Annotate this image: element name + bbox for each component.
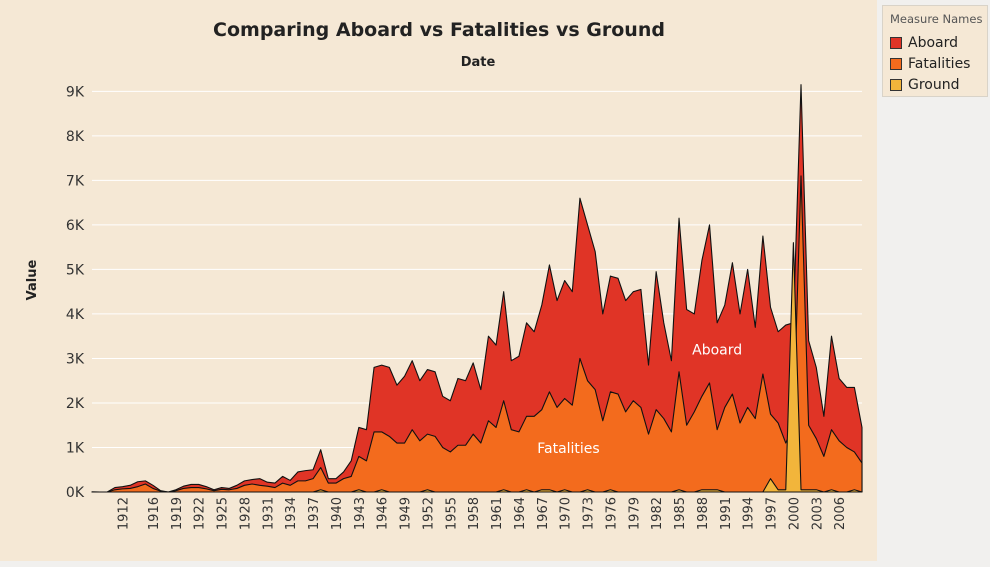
x-tick-label: 1940 xyxy=(330,497,345,530)
x-tick-label: 1952 xyxy=(421,497,436,530)
x-tick-label: 2000 xyxy=(787,497,802,530)
x-tick-label: 1955 xyxy=(444,497,459,530)
y-axis-ticks: 0K 1K 2K 3K 4K 5K 6K 7K 8K 9K xyxy=(66,84,85,501)
x-axis-title: Date xyxy=(461,55,496,70)
x-axis-ticks: 1912 1916 1919 1922 1925 1928 1931 1934 1937 1940… xyxy=(117,497,849,530)
y-tick-label: 6K xyxy=(66,218,85,234)
area-chart: Comparing Aboard vs Fatalities vs Ground… xyxy=(25,19,863,530)
x-tick-label: 1994 xyxy=(742,497,757,530)
x-tick-label: 1937 xyxy=(307,497,322,530)
x-tick-label: 1928 xyxy=(239,497,254,530)
x-tick-label: 2003 xyxy=(810,497,825,530)
legend-item-aboard[interactable]: Aboard xyxy=(883,32,987,53)
x-tick-label: 1997 xyxy=(765,497,780,530)
y-tick-label: 4K xyxy=(66,307,85,323)
y-tick-label: 0K xyxy=(66,485,85,501)
y-tick-label: 9K xyxy=(66,84,85,100)
x-tick-label: 2006 xyxy=(833,497,848,530)
y-tick-label: 8K xyxy=(66,129,85,145)
x-tick-label: 1976 xyxy=(604,497,619,530)
x-tick-label: 1982 xyxy=(650,497,665,530)
x-tick-label: 1958 xyxy=(467,497,482,530)
legend-item-fatalities[interactable]: Fatalities xyxy=(883,53,987,74)
x-tick-label: 1912 xyxy=(117,497,132,530)
y-tick-label: 5K xyxy=(66,262,85,278)
x-tick-label: 1925 xyxy=(216,497,231,530)
legend-swatch xyxy=(890,36,902,49)
area-ground[interactable] xyxy=(91,242,863,493)
legend-swatch xyxy=(890,78,902,91)
x-tick-label: 1931 xyxy=(261,497,276,530)
x-tick-label: 1970 xyxy=(559,497,574,530)
x-tick-label: 1934 xyxy=(284,497,299,530)
area-label: Aboard xyxy=(692,342,742,358)
y-tick-label: 7K xyxy=(66,173,85,189)
x-tick-label: 1949 xyxy=(399,497,414,530)
legend-swatch xyxy=(890,57,902,70)
chart-panel: Comparing Aboard vs Fatalities vs Ground… xyxy=(0,0,877,561)
legend-label: Fatalities xyxy=(908,55,971,72)
area-labels: Aboard Fatalities xyxy=(537,342,742,456)
legend-label: Aboard xyxy=(908,34,959,51)
x-tick-label: 1961 xyxy=(490,497,505,530)
x-tick-label: 1943 xyxy=(353,497,368,530)
y-axis-title: Value xyxy=(25,259,40,300)
x-tick-label: 1985 xyxy=(673,497,688,530)
legend-title: Measure Names xyxy=(890,12,983,26)
x-tick-label: 1919 xyxy=(170,497,185,530)
y-tick-label: 3K xyxy=(66,351,85,367)
x-tick-label: 1964 xyxy=(513,497,528,530)
x-tick-label: 1922 xyxy=(193,497,208,530)
x-tick-label: 1988 xyxy=(696,497,711,530)
x-tick-label: 1973 xyxy=(582,497,597,530)
x-tick-label: 1916 xyxy=(147,497,162,530)
chart-title: Comparing Aboard vs Fatalities vs Ground xyxy=(213,19,665,41)
y-tick-label: 2K xyxy=(66,396,85,412)
x-tick-label: 1991 xyxy=(719,497,734,530)
area-series xyxy=(91,84,863,493)
x-tick-label: 1967 xyxy=(536,497,551,530)
area-fatalities[interactable] xyxy=(91,175,863,493)
area-aboard[interactable] xyxy=(91,84,863,493)
legend[interactable]: Measure Names Aboard Fatalities Ground xyxy=(882,5,988,97)
x-tick-label: 1946 xyxy=(376,497,391,530)
legend-item-ground[interactable]: Ground xyxy=(883,74,987,95)
area-label: Fatalities xyxy=(537,441,599,457)
y-tick-label: 1K xyxy=(66,440,85,456)
x-tick-label: 1979 xyxy=(627,497,642,530)
legend-label: Ground xyxy=(908,76,960,93)
